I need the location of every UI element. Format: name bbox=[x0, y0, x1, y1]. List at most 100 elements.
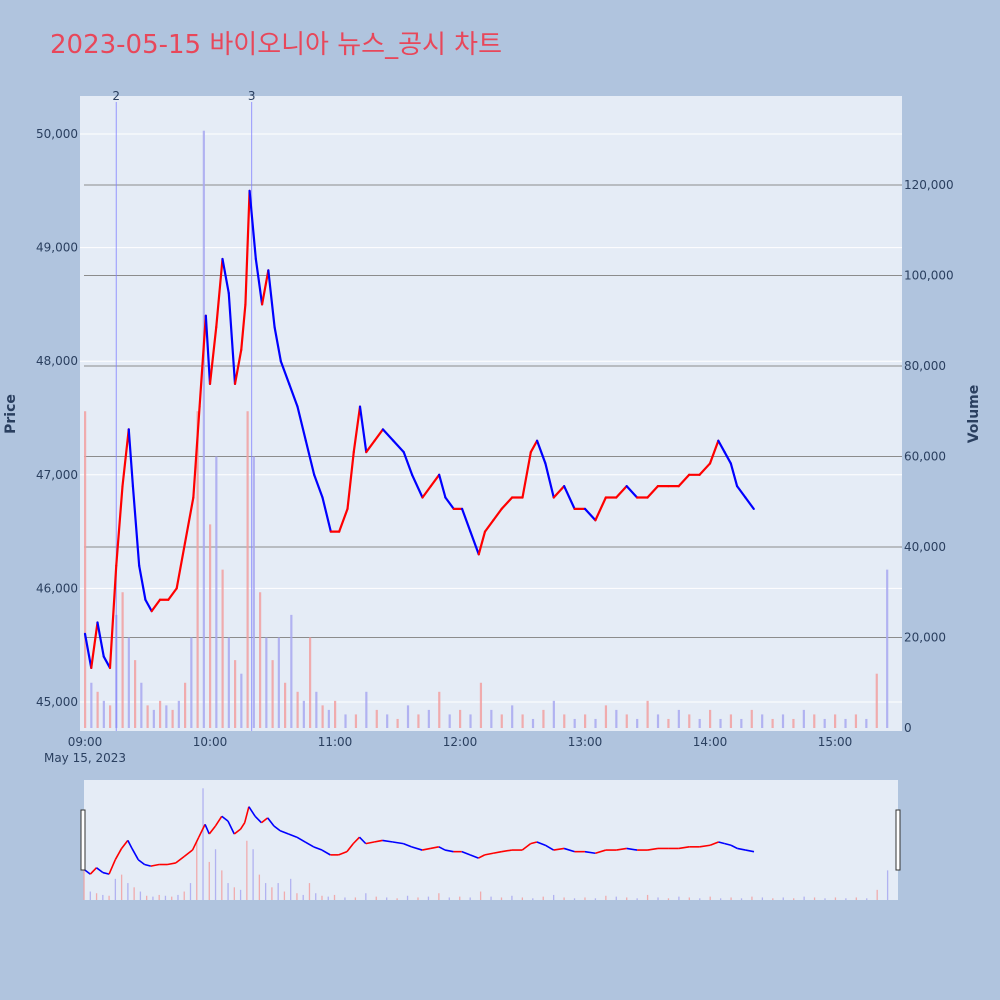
price-segment bbox=[365, 439, 376, 454]
price-segment bbox=[708, 439, 720, 465]
slider-volume-bar bbox=[375, 896, 377, 900]
volume-bar bbox=[802, 709, 805, 728]
range-slider[interactable] bbox=[84, 780, 898, 900]
slider-price-segment bbox=[120, 839, 129, 849]
slider-volume-bar bbox=[264, 883, 267, 900]
volume-bar bbox=[196, 411, 199, 728]
price-segment bbox=[483, 519, 495, 533]
range-slider-left-handle[interactable] bbox=[80, 809, 86, 871]
slider-price-segment bbox=[469, 854, 479, 859]
price-tick-label: 45,000 bbox=[36, 695, 78, 709]
price-segment bbox=[410, 473, 424, 499]
volume-bars bbox=[84, 130, 889, 728]
time-tick-label: 13:00 bbox=[568, 735, 603, 749]
volume-bar bbox=[96, 691, 99, 728]
volume-bar bbox=[792, 718, 795, 728]
time-axis-labels: 09:00 10:00 11:00 12:00 13:00 14:00 15:00 bbox=[68, 735, 853, 749]
price-segment bbox=[90, 621, 99, 670]
volume-bar bbox=[315, 691, 318, 728]
volume-bar bbox=[615, 709, 618, 728]
volume-bar bbox=[140, 682, 143, 728]
volume-bar bbox=[171, 709, 174, 728]
volume-bar bbox=[573, 718, 576, 728]
volume-bar bbox=[265, 637, 268, 728]
slider-volume-bar bbox=[396, 898, 398, 900]
price-segment bbox=[267, 269, 276, 329]
slider-volume-bar bbox=[127, 883, 129, 900]
time-tick-label: 11:00 bbox=[318, 735, 353, 749]
price-segment bbox=[175, 541, 187, 590]
volume-bar bbox=[667, 718, 670, 728]
volume-bar bbox=[459, 709, 462, 728]
price-segment bbox=[248, 189, 257, 261]
volume-bar bbox=[396, 718, 399, 728]
volume-bar bbox=[875, 673, 878, 728]
volume-bar bbox=[134, 660, 137, 728]
volume-bar bbox=[386, 714, 389, 728]
volume-bar bbox=[490, 709, 493, 728]
slider-volume-bar bbox=[102, 894, 104, 900]
slider-volume-bar bbox=[344, 897, 346, 900]
volume-bar bbox=[542, 709, 545, 728]
price-segment bbox=[127, 428, 135, 488]
volume-bar bbox=[284, 682, 287, 728]
volume-bar bbox=[469, 714, 472, 728]
price-segment bbox=[521, 450, 532, 499]
slider-price-segment bbox=[584, 850, 596, 855]
volume-bar bbox=[823, 718, 826, 728]
slider-price-segment bbox=[296, 836, 306, 843]
price-segment bbox=[615, 485, 628, 499]
price-segment bbox=[254, 257, 264, 306]
slider-volume-bar bbox=[214, 849, 217, 900]
slider-volume-bar bbox=[277, 883, 279, 900]
slider-price-segment bbox=[553, 847, 565, 851]
slider-volume-bar bbox=[427, 896, 430, 900]
slider-volume-bar bbox=[646, 894, 649, 900]
volume-bar bbox=[688, 714, 691, 728]
slider-volume-bar bbox=[189, 883, 192, 900]
volume-bar bbox=[321, 705, 324, 728]
slider-volume-bar bbox=[845, 898, 847, 900]
slider-price-segment bbox=[183, 849, 194, 858]
slider-volume-bar bbox=[321, 895, 323, 900]
price-segment bbox=[215, 257, 224, 329]
slider-volume-bar bbox=[290, 878, 292, 900]
volume-bar bbox=[234, 660, 237, 728]
volume-bar bbox=[84, 411, 87, 728]
chart-title: 2023-05-15 바이오니아 뉴스_공시 차트 bbox=[50, 30, 503, 60]
price-segment bbox=[321, 496, 332, 533]
volume-bar bbox=[177, 700, 180, 728]
slider-price-segment bbox=[102, 871, 110, 875]
slider-volume-bar bbox=[202, 788, 204, 900]
volume-bar bbox=[252, 456, 255, 728]
volume-bar bbox=[309, 637, 312, 728]
slider-price-segment bbox=[544, 844, 555, 851]
slider-volume-bar bbox=[479, 891, 482, 900]
volume-bar bbox=[127, 637, 130, 728]
range-slider-right-handle[interactable] bbox=[895, 809, 901, 871]
price-tick-label: 49,000 bbox=[36, 241, 78, 255]
price-segment bbox=[221, 257, 230, 295]
volume-bar bbox=[240, 673, 243, 728]
volume-axis-labels: 0 20,000 40,000 60,000 80,000 100,000 120,000 bbox=[904, 178, 954, 735]
slider-price-segment bbox=[730, 844, 738, 850]
slider-price-segment bbox=[392, 841, 404, 845]
slider-price-segment bbox=[144, 863, 151, 867]
price-segment bbox=[744, 496, 755, 510]
price-segment bbox=[381, 428, 395, 442]
slider-price-segment bbox=[521, 842, 532, 851]
slider-price-segment bbox=[204, 824, 210, 835]
slider-volume-bar bbox=[296, 893, 298, 900]
slider-price-segment bbox=[699, 844, 711, 848]
slider-volume-bar bbox=[521, 897, 524, 900]
time-tick-label: 15:00 bbox=[818, 735, 853, 749]
range-slider-preview bbox=[83, 788, 889, 900]
price-segment bbox=[240, 303, 247, 351]
slider-price-segment bbox=[678, 846, 690, 850]
slider-price-segment bbox=[279, 830, 289, 835]
price-segment bbox=[346, 450, 355, 510]
volume-bar bbox=[290, 614, 293, 728]
slider-price-segment bbox=[616, 847, 627, 851]
volume-bar bbox=[761, 714, 764, 728]
